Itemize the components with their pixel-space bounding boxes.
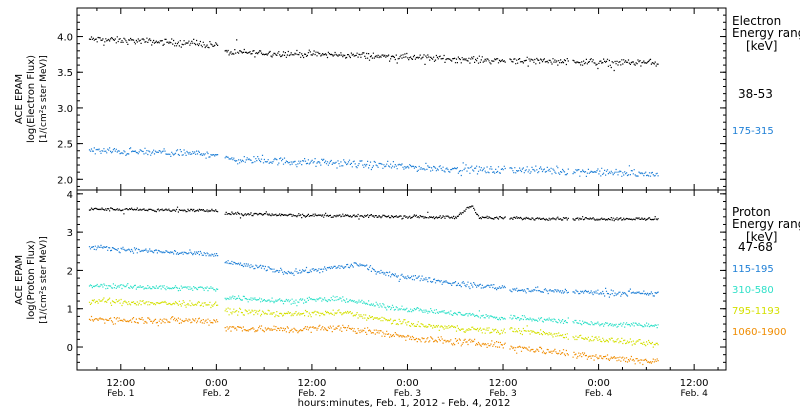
series-1-3 <box>88 297 659 348</box>
y-axis-label-0-2: [1/(cm²s ster MeV)] <box>39 55 49 142</box>
y-tick-label-0-3: 2.5 <box>57 140 73 151</box>
x-tick-time-6: 12:00 <box>680 378 709 389</box>
x-tick-time-4: 12:00 <box>489 378 518 389</box>
x-tick-time-1: 0:00 <box>205 378 227 389</box>
y-axis-label-1-1: log(Proton Flux) <box>26 240 37 319</box>
y-tick-label-0-0: 4.0 <box>57 33 73 44</box>
y-tick-label-1-2: 2 <box>67 266 73 277</box>
legend-entry-1-1: 115-195 <box>732 264 774 275</box>
y-axis-label-1-0: ACE EPAM <box>14 255 25 305</box>
series-1-1 <box>88 244 659 298</box>
panel-frames <box>76 7 727 371</box>
x-tick-date-1: Feb. 2 <box>203 389 230 399</box>
legend-subtitle-0: Energy ranges <box>732 26 800 40</box>
y-tick-label-1-3: 1 <box>67 305 73 316</box>
x-axis-label: hours:minutes, Feb. 1, 2012 - Feb. 4, 20… <box>298 398 511 409</box>
legend-subtitle-1: Energy ranges <box>732 217 800 231</box>
x-tick-date-4: Feb. 3 <box>489 389 516 399</box>
series-1-4 <box>88 315 659 366</box>
series-0-1 <box>88 147 659 177</box>
y-tick-label-1-1: 3 <box>67 228 73 239</box>
data-points <box>88 36 659 366</box>
x-tick-time-3: 0:00 <box>396 378 418 389</box>
series-1-2 <box>88 283 659 329</box>
x-tick-time-5: 0:00 <box>587 378 609 389</box>
legend-entry-0-0: 38-53 <box>738 87 773 101</box>
legend-entry-1-2: 310-580 <box>732 285 774 296</box>
legend-entry-1-3: 795-1193 <box>732 306 780 317</box>
series-1-0 <box>88 205 659 222</box>
y-axis-label-0-1: log(Electron Flux) <box>26 55 37 143</box>
y-tick-label-0-4: 2.0 <box>57 175 73 186</box>
x-tick-time-0: 12:00 <box>106 378 135 389</box>
legend-units-1: [keV] <box>746 230 777 244</box>
legend-entry-0-1: 175-315 <box>732 126 774 137</box>
legend-title-0: Electron <box>732 14 781 28</box>
y-axis-label-1-2: [1/(cm²s ster MeV)] <box>39 236 49 323</box>
y-tick-label-1-4: 0 <box>67 343 73 354</box>
x-tick-date-2: Feb. 2 <box>298 389 325 399</box>
legend-entry-1-0: 47-68 <box>738 240 773 254</box>
legend-title-1: Proton <box>732 205 771 219</box>
x-tick-date-6: Feb. 4 <box>680 389 708 399</box>
x-tick-date-3: Feb. 3 <box>394 389 421 399</box>
y-axis-label-0-0: ACE EPAM <box>14 74 25 124</box>
y-tick-label-0-2: 3.0 <box>57 104 73 115</box>
x-tick-time-2: 12:00 <box>298 378 327 389</box>
y-tick-label-1-0: 4 <box>67 190 73 201</box>
legend-units-0: [keV] <box>746 39 777 53</box>
x-tick-date-0: Feb. 1 <box>107 389 134 399</box>
series-0-0 <box>88 36 659 72</box>
y-tick-label-0-1: 3.5 <box>57 68 73 79</box>
legend-entry-1-4: 1060-1900 <box>732 327 787 338</box>
axes <box>77 7 726 370</box>
x-tick-date-5: Feb. 4 <box>585 389 613 399</box>
